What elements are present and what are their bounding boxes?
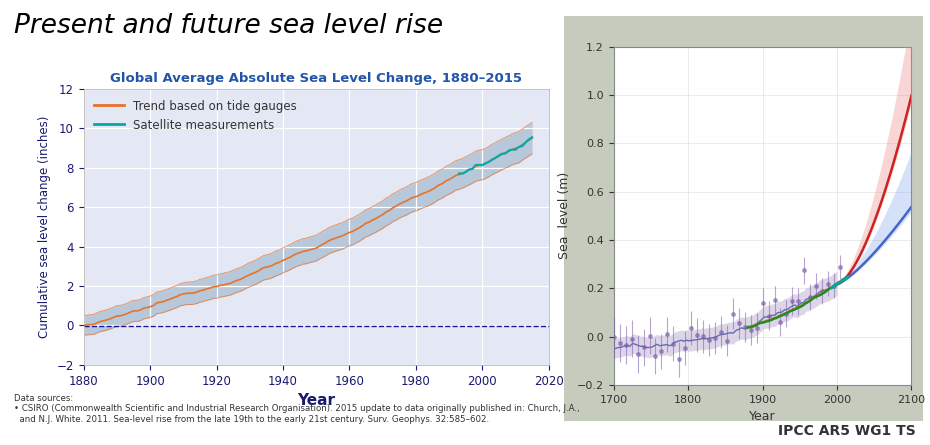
Text: Data sources:
• CSIRO (Commonwealth Scientific and Industrial Research Organisat: Data sources: • CSIRO (Commonwealth Scie…: [14, 394, 579, 424]
Title: Global Average Absolute Sea Level Change, 1880–2015: Global Average Absolute Sea Level Change…: [110, 72, 523, 85]
Y-axis label: Sea  level (m): Sea level (m): [558, 172, 571, 259]
Y-axis label: Cumulative sea level change (inches): Cumulative sea level change (inches): [38, 116, 51, 338]
Legend: Trend based on tide gauges, Satellite measurements: Trend based on tide gauges, Satellite me…: [89, 95, 301, 136]
Text: IPCC AR5 WG1 TS: IPCC AR5 WG1 TS: [778, 425, 916, 438]
X-axis label: Year: Year: [298, 393, 335, 408]
Text: Present and future sea level rise: Present and future sea level rise: [14, 13, 443, 39]
X-axis label: Year: Year: [750, 410, 776, 423]
